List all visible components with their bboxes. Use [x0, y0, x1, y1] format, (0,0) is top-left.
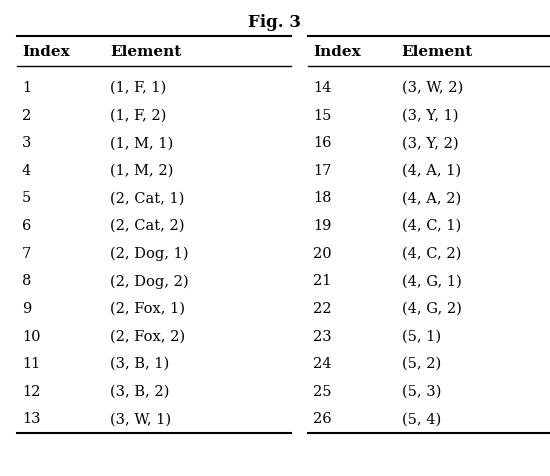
Text: (4, G, 2): (4, G, 2): [402, 302, 461, 316]
Text: Index: Index: [22, 45, 70, 60]
Text: (3, W, 2): (3, W, 2): [402, 81, 463, 95]
Text: 9: 9: [22, 302, 31, 316]
Text: Element: Element: [402, 45, 473, 60]
Text: 5: 5: [22, 191, 31, 206]
Text: 3: 3: [22, 136, 31, 150]
Text: 19: 19: [314, 219, 332, 233]
Text: (3, B, 1): (3, B, 1): [110, 357, 169, 371]
Text: (4, C, 2): (4, C, 2): [402, 247, 461, 261]
Text: 18: 18: [314, 191, 332, 206]
Text: (5, 1): (5, 1): [402, 329, 441, 344]
Text: 17: 17: [314, 164, 332, 178]
Text: 4: 4: [22, 164, 31, 178]
Text: 12: 12: [22, 385, 40, 399]
Text: (1, F, 1): (1, F, 1): [110, 81, 166, 95]
Text: 2: 2: [22, 109, 31, 123]
Text: 6: 6: [22, 219, 31, 233]
Text: (3, W, 1): (3, W, 1): [110, 412, 171, 426]
Text: (2, Cat, 2): (2, Cat, 2): [110, 219, 184, 233]
Text: (2, Fox, 2): (2, Fox, 2): [110, 329, 185, 344]
Text: 23: 23: [314, 329, 332, 344]
Text: (5, 2): (5, 2): [402, 357, 441, 371]
Text: (5, 3): (5, 3): [402, 385, 441, 399]
Text: (1, M, 2): (1, M, 2): [110, 164, 173, 178]
Text: 15: 15: [314, 109, 332, 123]
Text: (3, Y, 1): (3, Y, 1): [402, 109, 458, 123]
Text: 20: 20: [314, 247, 332, 261]
Text: 14: 14: [314, 81, 332, 95]
Text: 7: 7: [22, 247, 31, 261]
Text: 10: 10: [22, 329, 41, 344]
Text: 1: 1: [22, 81, 31, 95]
Text: (3, Y, 2): (3, Y, 2): [402, 136, 458, 150]
Text: (2, Fox, 1): (2, Fox, 1): [110, 302, 185, 316]
Text: 21: 21: [314, 274, 332, 288]
Text: 11: 11: [22, 357, 40, 371]
Text: (4, A, 1): (4, A, 1): [402, 164, 461, 178]
Text: 16: 16: [314, 136, 332, 150]
Text: (4, A, 2): (4, A, 2): [402, 191, 461, 206]
Text: (1, F, 2): (1, F, 2): [110, 109, 166, 123]
Text: 25: 25: [314, 385, 332, 399]
Text: (4, G, 1): (4, G, 1): [402, 274, 461, 288]
Text: (1, M, 1): (1, M, 1): [110, 136, 173, 150]
Text: 13: 13: [22, 412, 41, 426]
Text: Element: Element: [110, 45, 182, 60]
Text: (2, Dog, 2): (2, Dog, 2): [110, 274, 189, 288]
Text: 24: 24: [314, 357, 332, 371]
Text: 8: 8: [22, 274, 31, 288]
Text: Index: Index: [314, 45, 361, 60]
Text: 26: 26: [314, 412, 332, 426]
Text: (3, B, 2): (3, B, 2): [110, 385, 169, 399]
Text: (2, Cat, 1): (2, Cat, 1): [110, 191, 184, 206]
Text: Fig. 3: Fig. 3: [249, 14, 301, 31]
Text: (4, C, 1): (4, C, 1): [402, 219, 461, 233]
Text: 22: 22: [314, 302, 332, 316]
Text: (2, Dog, 1): (2, Dog, 1): [110, 247, 189, 261]
Text: (5, 4): (5, 4): [402, 412, 441, 426]
